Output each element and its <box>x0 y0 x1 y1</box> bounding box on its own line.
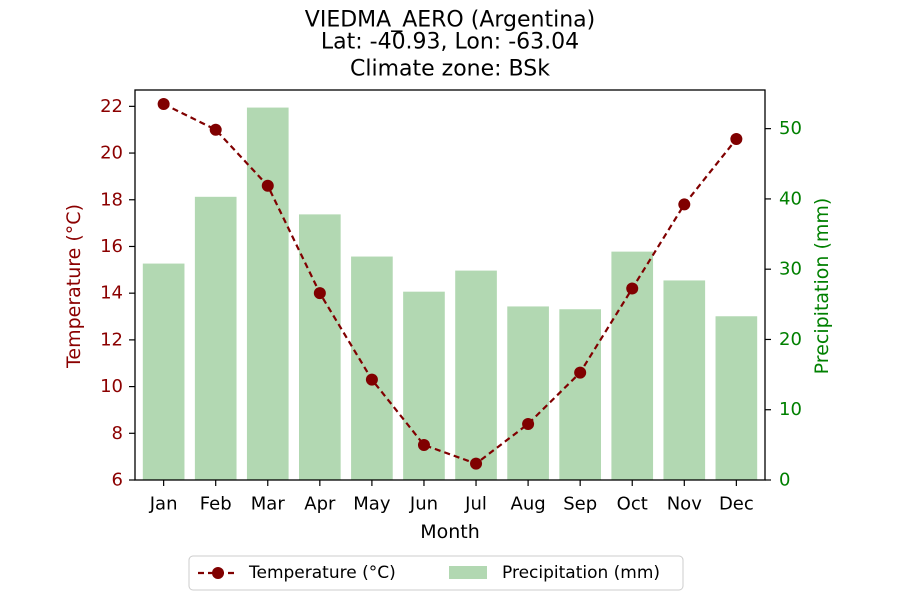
title-line-station: VIEDMA_AERO (Argentina) <box>305 8 595 33</box>
left-tick-label: 12 <box>100 329 123 350</box>
precipitation-bar-nov <box>663 280 706 480</box>
precipitation-bar-aug <box>507 306 549 480</box>
x-tick-label-feb: Feb <box>200 494 232 515</box>
temperature-points <box>157 98 743 470</box>
right-tick-label: 50 <box>779 118 802 139</box>
precipitation-bar-may <box>351 256 393 480</box>
precipitation-bar-feb <box>194 196 237 481</box>
left-tick-label: 22 <box>100 96 123 117</box>
x-tick-label-oct: Oct <box>617 494 648 515</box>
temperature-point-dec <box>730 133 743 146</box>
x-tick-label-may: May <box>353 494 391 515</box>
title-line-coordinates: Lat: -40.93, Lon: -63.04 <box>321 30 579 55</box>
temperature-point-apr <box>313 287 326 300</box>
left-tick-label: 14 <box>100 283 123 304</box>
precipitation-bar-jul <box>455 270 497 480</box>
left-tick-label: 20 <box>100 143 123 164</box>
temperature-point-aug <box>522 417 535 430</box>
x-tick-label-sep: Sep <box>563 494 597 515</box>
right-tick-label: 10 <box>779 399 802 420</box>
left-axis-ticks: 6 8 10 12 14 16 18 20 22 <box>100 96 135 491</box>
right-tick-label: 40 <box>779 188 802 209</box>
temperature-series-line <box>163 103 738 465</box>
temperature-point-may <box>365 373 378 386</box>
precipitation-bars <box>142 107 758 481</box>
temperature-point-jul <box>470 457 483 470</box>
temperature-point-nov <box>678 198 691 211</box>
left-tick-label: 18 <box>100 189 123 210</box>
chart-title: VIEDMA_AERO (Argentina) Lat: -40.93, Lon… <box>305 8 595 82</box>
left-tick-label: 16 <box>100 236 123 257</box>
right-axis-label: Precipitation (mm) <box>811 198 833 375</box>
temperature-point-jan <box>157 98 170 111</box>
right-tick-label: 30 <box>779 259 802 280</box>
precipitation-bar-jun <box>403 291 445 480</box>
precipitation-bar-apr <box>299 214 341 481</box>
x-tick-label-jun: Jun <box>409 494 438 515</box>
plot-frame <box>134 89 766 481</box>
legend-temperature-label: Temperature (°C) <box>248 563 396 583</box>
x-tick-label-dec: Dec <box>719 494 754 515</box>
precipitation-bar-sep <box>559 309 601 480</box>
x-axis-label: Month <box>420 521 480 543</box>
legend: Temperature (°C) Precipitation (mm) <box>188 555 684 591</box>
x-tick-label-jul: Jul <box>464 494 487 515</box>
right-axis-ticks: 0 10 20 30 40 50 <box>765 118 802 491</box>
x-tick-label-apr: Apr <box>304 494 336 515</box>
temperature-point-sep <box>574 366 587 379</box>
legend-precipitation-label: Precipitation (mm) <box>502 563 660 583</box>
x-tick-label-mar: Mar <box>251 494 286 515</box>
temperature-point-jun <box>417 438 430 451</box>
legend-box <box>188 555 684 591</box>
left-tick-label: 10 <box>100 376 123 397</box>
right-tick-label: 0 <box>779 470 790 491</box>
x-tick-label-jan: Jan <box>149 494 178 515</box>
precipitation-bar-jan <box>142 263 185 480</box>
x-tick-label-aug: Aug <box>511 494 546 515</box>
legend-temperature-marker <box>212 567 224 579</box>
precipitation-bar-dec <box>715 316 758 480</box>
left-axis-label: Temperature (°C) <box>63 204 85 369</box>
right-tick-label: 20 <box>779 329 802 350</box>
precipitation-bar-mar <box>246 107 289 480</box>
x-axis-ticks: Jan Feb Mar Apr May Jun Jul Aug Sep Oct Nov Dec <box>149 480 754 515</box>
left-tick-label: 6 <box>112 470 123 491</box>
temperature-line <box>163 103 738 465</box>
title-line-climate-zone: Climate zone: BSk <box>350 57 550 82</box>
left-tick-label: 8 <box>112 423 123 444</box>
temperature-point-mar <box>261 179 274 192</box>
legend-precipitation-swatch <box>449 566 487 579</box>
temperature-point-feb <box>209 123 222 136</box>
x-tick-label-nov: Nov <box>667 494 702 515</box>
temperature-point-oct <box>626 282 639 295</box>
